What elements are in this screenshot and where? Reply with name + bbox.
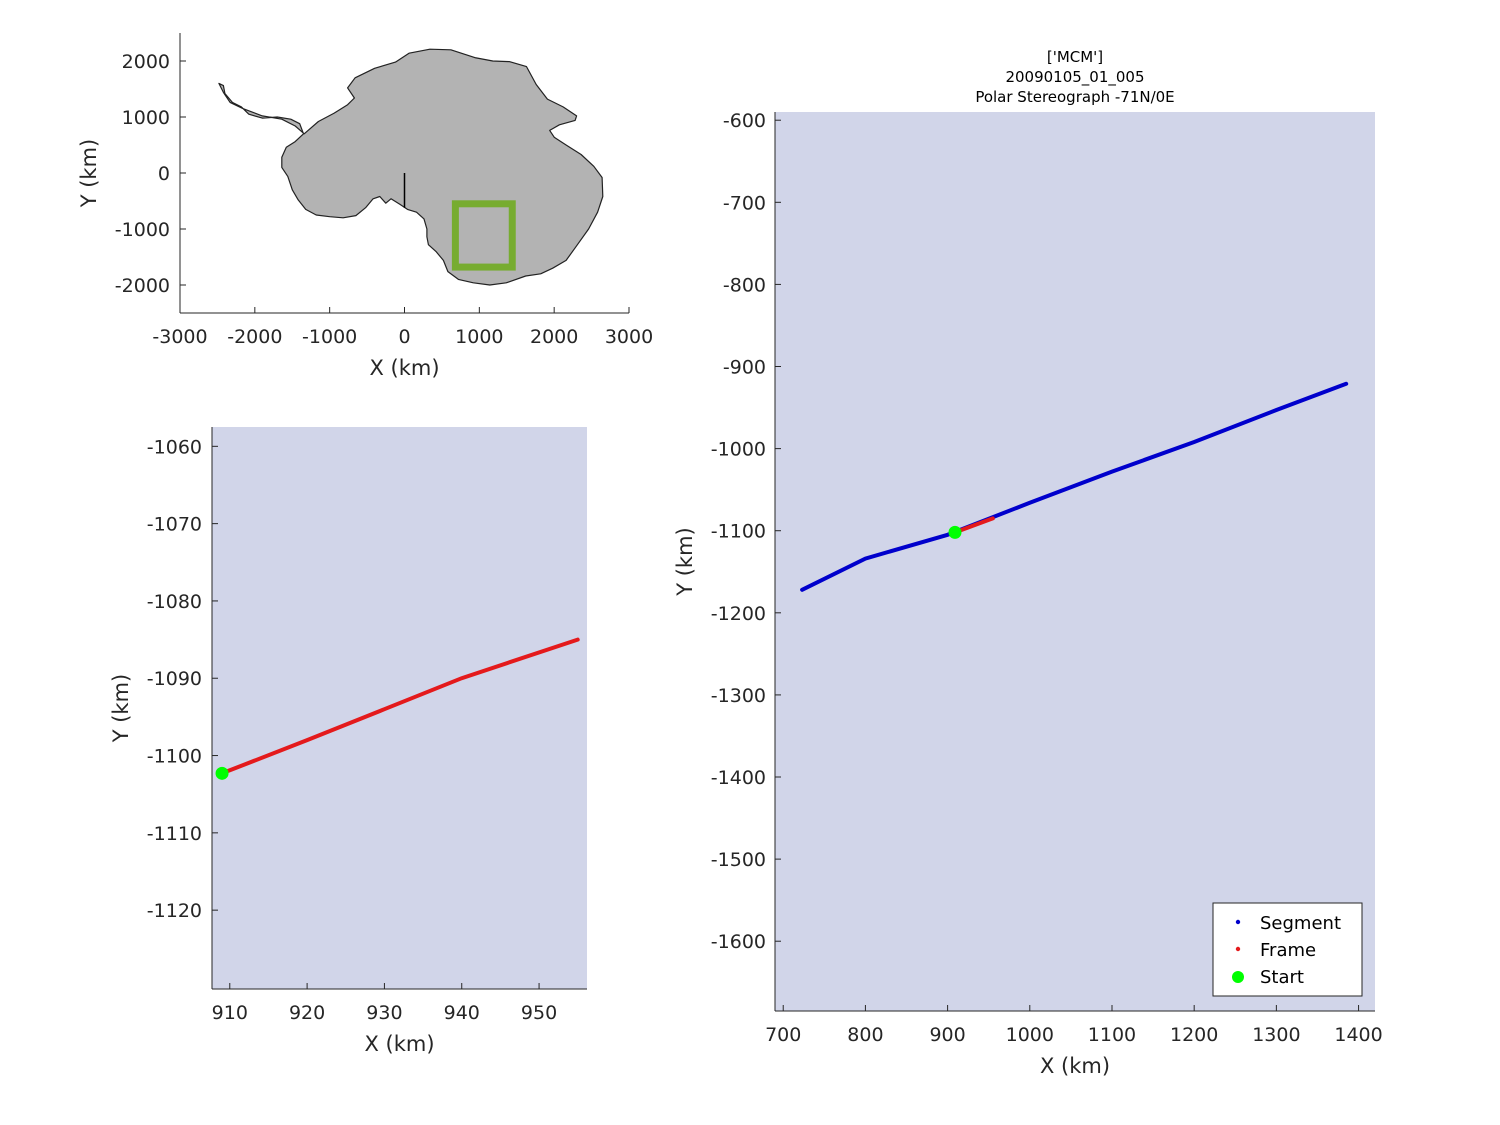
segment-imagery-background bbox=[775, 112, 1375, 1011]
legend-segment-label: Segment bbox=[1260, 913, 1341, 934]
frame-zoom-axes: 910 920 930 940 950 -1060 -1070 -1080 -1090 -1100… bbox=[109, 427, 587, 1056]
legend-start-label: Start bbox=[1260, 967, 1304, 988]
segment-x-tick-label: 700 bbox=[765, 1024, 801, 1046]
segment-y-tick-label: -1600 bbox=[711, 931, 766, 953]
segment-y-tick-label: -700 bbox=[723, 192, 766, 214]
segment-y-tick-label: -1100 bbox=[711, 521, 766, 543]
frame-x-tick-label: 940 bbox=[444, 1002, 480, 1024]
legend-start-marker bbox=[1232, 971, 1244, 983]
frame-x-tick-label: 920 bbox=[289, 1002, 325, 1024]
overview-y-tick-label: -2000 bbox=[115, 275, 170, 297]
frame-start-marker bbox=[215, 766, 229, 780]
segment-x-tick-label: 1300 bbox=[1252, 1024, 1300, 1046]
overview-y-tick-label: -1000 bbox=[115, 219, 170, 241]
segment-x-tick-label: 900 bbox=[929, 1024, 965, 1046]
segment-y-tick-label: -1400 bbox=[711, 767, 766, 789]
segment-location-box bbox=[451, 200, 516, 271]
antarctica-landmass bbox=[218, 48, 604, 286]
frame-track-line bbox=[220, 637, 580, 776]
legend-segment-marker bbox=[1235, 919, 1241, 925]
overview-y-axis-label: Y (km) bbox=[77, 139, 101, 209]
overview-x-tick-label: 2000 bbox=[530, 326, 578, 348]
chart-title-line-2: 20090105_01_005 bbox=[1005, 68, 1144, 87]
chart-title-line-3: Polar Stereograph -71N/0E bbox=[975, 88, 1174, 106]
segment-x-tick-label: 1400 bbox=[1334, 1024, 1382, 1046]
frame-y-tick-label: -1070 bbox=[147, 514, 202, 536]
overview-x-axis-label: X (km) bbox=[369, 356, 439, 380]
frame-x-tick-label: 930 bbox=[366, 1002, 402, 1024]
segment-start-marker bbox=[948, 525, 962, 539]
overview-x-tick-label: -1000 bbox=[302, 326, 357, 348]
frame-y-axis-label: Y (km) bbox=[109, 674, 133, 744]
overview-x-tick-label: 1000 bbox=[455, 326, 503, 348]
frame-x-axis-label: X (km) bbox=[364, 1032, 434, 1056]
segment-map-axes: 700 800 900 1000 1100 1200 1300 1400 -600 -700 -80… bbox=[673, 48, 1383, 1078]
frame-y-tick-label: -1120 bbox=[147, 900, 202, 922]
segment-y-tick-label: -600 bbox=[723, 110, 766, 132]
overview-map-axes: -3000 -2000 -1000 0 1000 2000 3000 2000 1000 0 -10… bbox=[77, 33, 653, 380]
frame-imagery-background bbox=[212, 427, 587, 989]
segment-y-tick-label: -1300 bbox=[711, 685, 766, 707]
segment-y-tick-label: -1000 bbox=[711, 439, 766, 461]
segment-x-tick-label: 1100 bbox=[1088, 1024, 1136, 1046]
frame-y-tick-label: -1060 bbox=[147, 436, 202, 458]
frame-x-tick-label: 910 bbox=[212, 1002, 248, 1024]
frame-y-tick-label: -1090 bbox=[147, 668, 202, 690]
segment-x-axis-label: X (km) bbox=[1040, 1054, 1110, 1078]
segment-y-tick-label: -1200 bbox=[711, 603, 766, 625]
overview-x-tick-label: 0 bbox=[398, 326, 410, 348]
frame-y-tick-label: -1100 bbox=[147, 746, 202, 768]
overview-y-tick-label: 2000 bbox=[122, 51, 170, 73]
overview-x-tick-label: -2000 bbox=[227, 326, 282, 348]
overview-y-tick-label: 0 bbox=[158, 163, 170, 185]
segment-y-tick-label: -800 bbox=[723, 274, 766, 296]
legend-frame-label: Frame bbox=[1260, 940, 1316, 961]
overview-y-tick-label: 1000 bbox=[122, 107, 170, 129]
segment-y-tick-label: -1500 bbox=[711, 849, 766, 871]
segment-x-tick-label: 1200 bbox=[1170, 1024, 1218, 1046]
segment-track-line bbox=[800, 381, 1349, 592]
segment-y-tick-label: -900 bbox=[723, 357, 766, 379]
segment-y-axis-label: Y (km) bbox=[673, 527, 697, 597]
chart-title-line-1: ['MCM'] bbox=[1047, 48, 1103, 66]
frame-y-tick-label: -1080 bbox=[147, 591, 202, 613]
segment-frame-line bbox=[953, 516, 995, 535]
frame-y-tick-label: -1110 bbox=[147, 823, 202, 845]
frame-x-tick-label: 950 bbox=[521, 1002, 557, 1024]
overview-x-tick-label: 3000 bbox=[605, 326, 653, 348]
segment-x-tick-label: 800 bbox=[847, 1024, 883, 1046]
segment-x-tick-label: 1000 bbox=[1006, 1024, 1054, 1046]
overview-x-tick-label: -3000 bbox=[152, 326, 207, 348]
legend: Segment Frame Start bbox=[1212, 902, 1363, 997]
legend-frame-marker bbox=[1235, 946, 1241, 952]
